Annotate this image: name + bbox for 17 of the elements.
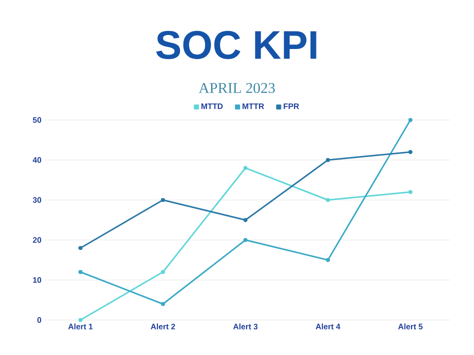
point [243,166,248,170]
point [160,270,165,274]
point [243,218,248,222]
point [78,318,83,322]
chart-subtitle: APRIL 2023 [198,82,275,94]
point [160,198,165,202]
point [408,118,412,122]
point [78,270,83,274]
point [160,302,165,306]
point [408,190,412,194]
point [326,258,330,262]
point [326,158,330,162]
chart-title: SOC KPI [156,30,316,60]
point [243,238,248,242]
point [78,246,83,250]
point [408,150,412,154]
point [326,198,330,202]
